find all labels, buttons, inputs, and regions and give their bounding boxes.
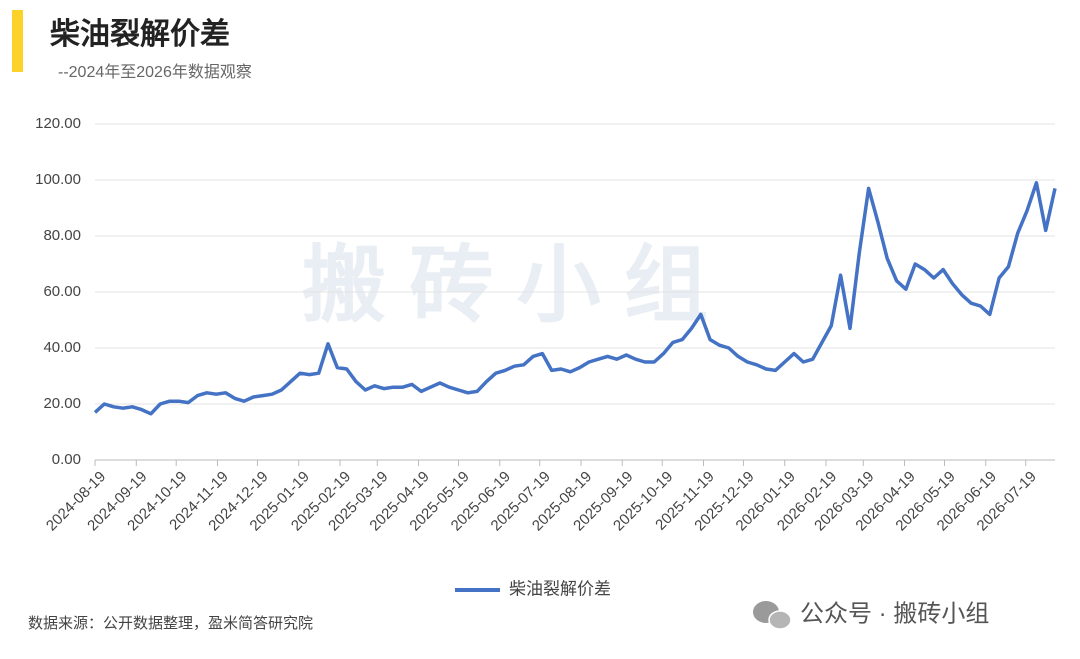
y-tick-label: 100.00 [35,171,81,188]
legend-label: 柴油裂解价差 [509,579,611,598]
data-line [93,181,1057,416]
y-tick-label: 80.00 [43,227,81,244]
y-tick-label: 40.00 [43,339,81,356]
y-tick-label: 120.00 [35,115,81,132]
chart-subtitle: --2024年至2026年数据观察 [58,63,252,81]
y-tick-label: 20.00 [43,395,81,412]
wechat-icon [753,601,792,630]
chart-title: 柴油裂解价差 [50,18,230,51]
watermark: 搬 砖 小 组 [302,238,708,332]
y-tick-label: 60.00 [43,283,81,300]
footer-account: 公众号 · 搬砖小组 [800,600,989,627]
title-accent [12,10,23,72]
y-tick-label: 0.00 [52,451,81,468]
source-note: 数据来源：公开数据整理，盈米简答研究院 [28,614,313,632]
